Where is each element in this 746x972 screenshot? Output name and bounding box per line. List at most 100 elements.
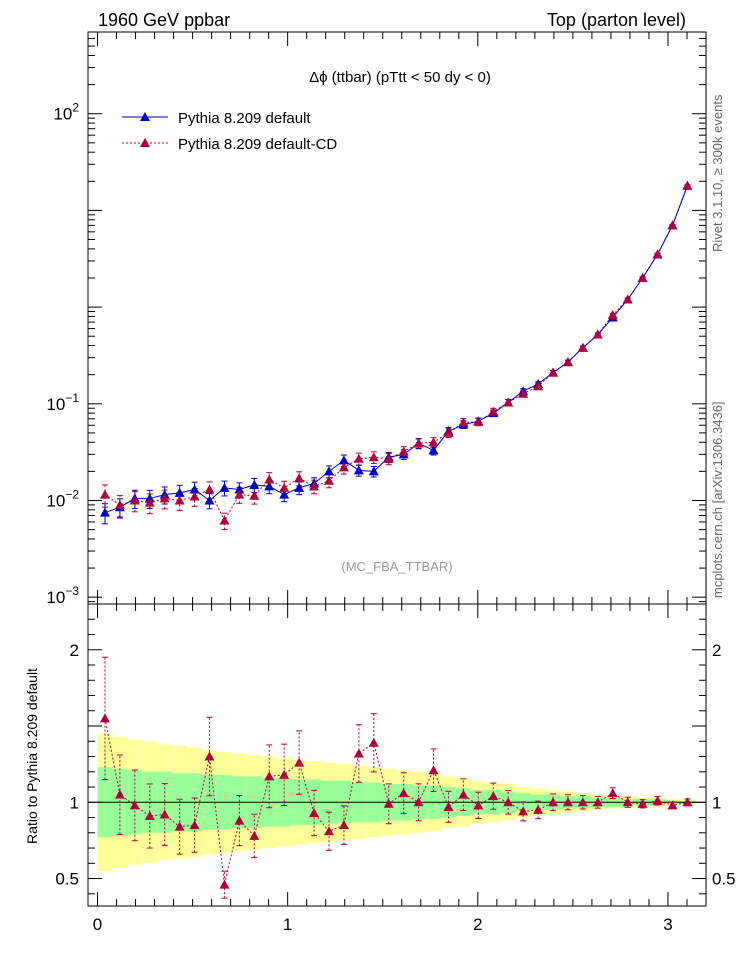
data-point-cd: [443, 427, 454, 437]
data-point-default: [353, 465, 364, 475]
ratio-point-cd: [159, 809, 170, 819]
data-point-cd: [473, 416, 484, 426]
x-tick-labels: 0 1 2 3: [93, 915, 673, 934]
data-point-cd: [413, 438, 424, 448]
data-point-cd: [667, 220, 678, 230]
data-point-default: [249, 479, 260, 489]
ratio-point-cd: [458, 789, 469, 799]
series-line-cd: [104, 185, 688, 522]
ratio-bands: [88, 733, 706, 871]
data-point-cd: [577, 342, 588, 352]
main-y-tick-labels: 10−310−210−110NaN10NaN102: [36, 0, 79, 607]
data-point-default: [204, 495, 215, 505]
data-point-cd: [428, 437, 439, 447]
ratio-point-cd: [219, 879, 230, 889]
ratio-point-cd: [473, 800, 484, 810]
data-point-cd: [458, 417, 469, 427]
ratio-point-cd: [338, 820, 349, 830]
ratio-point-cd: [682, 797, 693, 807]
ratio-point-cd: [518, 806, 529, 816]
data-point-cd: [174, 495, 185, 505]
main-series: [99, 180, 693, 531]
ratio-y-tick-label: 1: [70, 793, 79, 812]
ratio-point-cd: [622, 797, 633, 807]
ratio-point-cd: [592, 797, 603, 807]
data-point-cd: [652, 249, 663, 259]
data-point-cd: [383, 453, 394, 463]
ratio-point-cd: [443, 801, 454, 811]
data-point-cd: [324, 475, 335, 485]
data-point-cd: [518, 388, 529, 398]
ratio-y-axis-label: Ratio to Pythia 8.209 default: [24, 668, 40, 844]
data-point-cd: [622, 294, 633, 304]
x-tick-label: 1: [283, 915, 292, 934]
series-line-default: [104, 185, 688, 514]
ratio-point-cd: [413, 797, 424, 807]
y-tick-label: 10NaN: [36, 0, 79, 4]
y-tick-label: 10−3: [46, 584, 79, 607]
ratio-point-cd: [99, 713, 110, 723]
data-point-cd: [204, 484, 215, 494]
data-point-cd: [234, 489, 245, 499]
ratio-point-cd: [667, 800, 678, 810]
ratio-point-cd: [607, 788, 618, 798]
legend-entry-cd: Pythia 8.209 default-CD: [122, 136, 337, 153]
ratio-line-cd: [104, 718, 688, 885]
y-tick-label: 102: [53, 101, 79, 124]
data-point-default: [294, 482, 305, 492]
ratio-point-cd: [129, 800, 140, 810]
data-point-cd: [159, 493, 170, 503]
data-point-default: [338, 455, 349, 465]
y-tick-label: 10−2: [46, 487, 79, 510]
ratio-y-tick-label: 2: [70, 641, 79, 660]
x-tick-label: 2: [473, 915, 482, 934]
data-point-default: [189, 484, 200, 494]
ratio-y-tick-label: 1: [712, 793, 721, 812]
ratio-point-cd: [353, 748, 364, 758]
ratio-point-cd: [204, 751, 215, 761]
ratio-point-cd: [383, 798, 394, 808]
data-point-cd: [592, 329, 603, 339]
data-point-cd: [129, 495, 140, 505]
legend-label-cd: Pythia 8.209 default-CD: [178, 136, 337, 153]
ratio-point-cd: [488, 791, 499, 801]
ratio-series: [99, 656, 693, 899]
y-tick-label: 10NaN: [36, 0, 79, 4]
data-point-cd: [607, 309, 618, 319]
ratio-point-cd: [398, 788, 409, 798]
data-point-cd: [219, 515, 230, 525]
ratio-point-cd: [234, 815, 245, 825]
main-panel: 10−310−210−110NaN10NaN102 Δϕ (ttbar) (pT…: [36, 0, 707, 607]
y-tick-label: 10−1: [46, 391, 79, 414]
ratio-point-cd: [652, 795, 663, 805]
ratio-ticks: [88, 604, 707, 906]
x-tick-label: 0: [93, 915, 102, 934]
ratio-point-cd: [533, 804, 544, 814]
legend-marker-default: [140, 112, 150, 121]
data-point-cd: [488, 406, 499, 416]
data-point-default: [279, 489, 290, 499]
process-label: Top (parton level): [547, 10, 686, 30]
data-point-cd: [309, 481, 320, 491]
mcplots-label: mcplots.cern.ch [arXiv:1306.3436]: [710, 401, 725, 598]
data-point-cd: [548, 367, 559, 377]
legend-marker-cd: [140, 138, 150, 147]
data-point-cd: [503, 397, 514, 407]
data-point-cd: [637, 272, 648, 282]
ratio-point-cd: [294, 757, 305, 767]
ratio-point-cd: [324, 826, 335, 836]
ratio-y-tick-label: 0.5: [712, 870, 736, 889]
plot-title: Δϕ (ttbar) (pTtt < 50 dy < 0): [309, 69, 491, 86]
ratio-point-cd: [279, 769, 290, 779]
ratio-point-cd: [562, 797, 573, 807]
ratio-frame: [87, 603, 707, 907]
ratio-point-cd: [309, 807, 320, 817]
data-point-default: [324, 466, 335, 476]
data-point-cd: [353, 453, 364, 463]
data-point-cd: [114, 499, 125, 509]
data-point-default: [428, 445, 439, 455]
ratio-y-tick-label: 2: [712, 641, 721, 660]
ratio-point-cd: [577, 797, 588, 807]
data-point-cd: [338, 462, 349, 472]
